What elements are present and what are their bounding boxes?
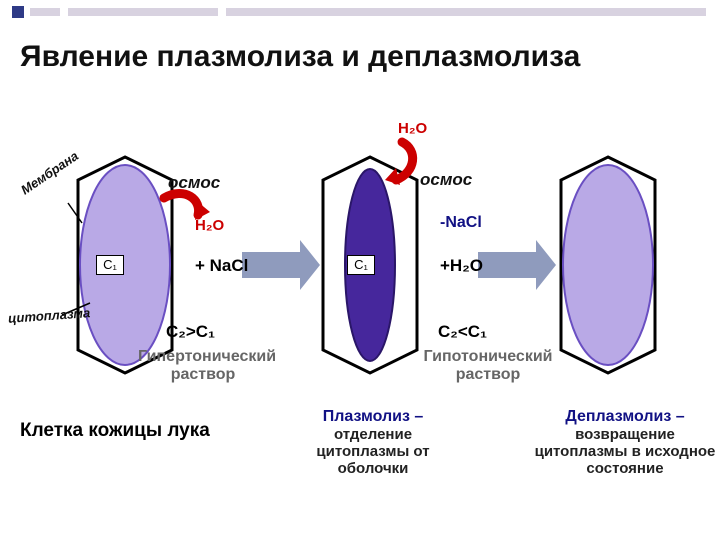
label-hypertonic: Гипертонический раствор bbox=[138, 348, 268, 383]
label-deplasmolysis-title: Деплазмолиз – bbox=[565, 408, 684, 425]
label-deplasmolysis-desc: возвращение цитоплазмы в исходное состоя… bbox=[535, 426, 716, 477]
block-arrow-1 bbox=[242, 240, 320, 290]
page-title: Явление плазмолиза и деплазмолиза bbox=[20, 40, 700, 75]
block-arrow-2 bbox=[478, 240, 556, 290]
label-plasmolysis-desc: отделение цитоплазмы от оболочки bbox=[316, 426, 429, 477]
label-osmos-1: осмос bbox=[168, 173, 220, 193]
topbar-seg bbox=[226, 8, 706, 16]
arrow-water-in bbox=[396, 142, 413, 180]
topbar-dot bbox=[12, 6, 24, 18]
label-c2ltc1: С₂<С₁ bbox=[438, 322, 487, 342]
label-osmos-2: осмос bbox=[420, 170, 472, 190]
topbar-seg bbox=[68, 8, 218, 16]
diagram: Мембрана цитоплазма С₁ С₁ осмос осмос H₂… bbox=[0, 90, 720, 540]
cell-3 bbox=[561, 157, 655, 373]
label-c2gtc1: С₂>С₁ bbox=[166, 322, 215, 342]
label-c1-box-1: С₁ bbox=[96, 255, 124, 275]
label-hypotonic: Гипотонический раствор bbox=[408, 348, 568, 383]
cell-1 bbox=[78, 157, 172, 373]
topbar bbox=[0, 0, 720, 24]
topbar-seg bbox=[30, 8, 60, 16]
label-minus-nacl: -NaCl bbox=[440, 214, 482, 232]
label-plus-h2o: +H₂O bbox=[440, 256, 483, 276]
label-h2o-in: H₂O bbox=[398, 120, 427, 137]
label-h2o-out: H₂O bbox=[195, 217, 224, 234]
label-plasmolysis-title: Плазмолиз – bbox=[323, 408, 424, 425]
label-c1-box-2: С₁ bbox=[347, 255, 375, 275]
label-plasmolysis: Плазмолиз – отделение цитоплазмы от обол… bbox=[288, 408, 458, 477]
label-plus-nacl: + NaCl bbox=[195, 256, 248, 276]
label-deplasmolysis: Деплазмолиз – возвращение цитоплазмы в и… bbox=[530, 408, 720, 477]
label-onion-cell: Клетка кожицы лука bbox=[20, 420, 210, 442]
